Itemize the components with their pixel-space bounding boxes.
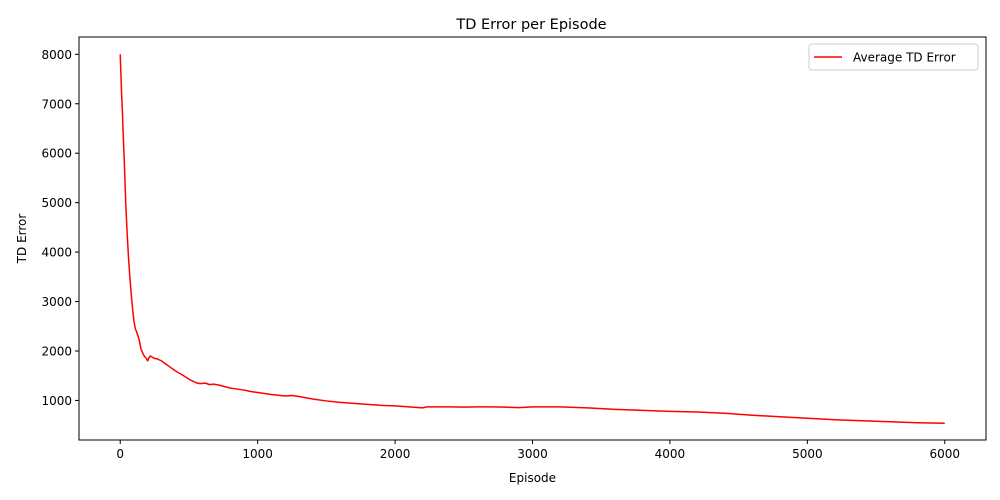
x-axis-label: Episode — [509, 471, 556, 485]
y-axis-label: TD Error — [15, 214, 29, 265]
y-tick-label: 3000 — [41, 295, 72, 309]
x-tick-label: 6000 — [929, 447, 960, 461]
chart-title: TD Error per Episode — [455, 17, 606, 33]
x-tick-label: 1000 — [242, 447, 273, 461]
y-tick-label: 5000 — [41, 196, 72, 210]
legend-box — [808, 43, 979, 71]
y-tick-label: 6000 — [41, 147, 72, 161]
y-tick-label: 1000 — [41, 394, 72, 408]
legend-label: Average TD Error — [853, 51, 956, 65]
x-tick-label: 4000 — [655, 447, 686, 461]
x-tick-label: 3000 — [517, 447, 548, 461]
y-tick-label: 2000 — [41, 344, 72, 358]
plot-frame — [78, 36, 987, 441]
plot-area — [79, 37, 986, 440]
axis-ticks: 0 1000 2000 3000 4000 5000 6000 1000 2000 3000 400… — [41, 48, 960, 461]
x-tick-label: 0 — [116, 447, 124, 461]
series-line-average-td-error — [119, 54, 945, 424]
y-tick-label: 8000 — [41, 48, 72, 62]
y-tick-label: 7000 — [41, 97, 72, 111]
x-tick-label: 2000 — [380, 447, 411, 461]
x-tick-label: 5000 — [792, 447, 823, 461]
legend: Average TD Error — [808, 43, 979, 71]
y-tick-label: 4000 — [41, 246, 72, 260]
